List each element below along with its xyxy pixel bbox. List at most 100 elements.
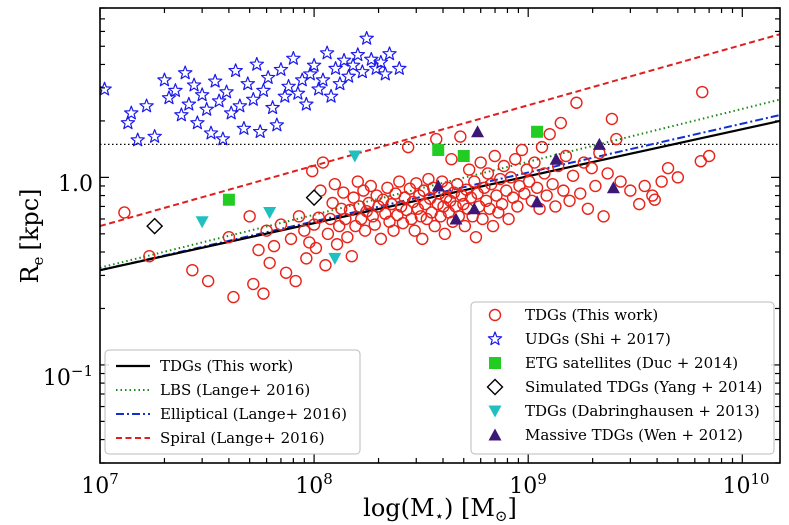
point-s0-150 bbox=[549, 200, 562, 213]
point-s5-0 bbox=[431, 179, 445, 192]
point-s0-105 bbox=[457, 197, 470, 211]
fit-line-3 bbox=[100, 33, 780, 228]
point-s0-177 bbox=[638, 179, 651, 193]
point-s0-7 bbox=[247, 277, 260, 291]
point-s0-18 bbox=[298, 224, 311, 237]
point-s0-179 bbox=[671, 171, 685, 184]
point-s0-176 bbox=[702, 149, 716, 163]
point-s0-169 bbox=[624, 184, 637, 197]
point-s0-168 bbox=[614, 175, 627, 188]
point-s2-1 bbox=[432, 143, 445, 156]
point-s0-70 bbox=[405, 212, 418, 226]
legend-marker-label-4: TDGs (Dabringhausen + 2013) bbox=[525, 402, 760, 420]
point-s0-39 bbox=[345, 249, 359, 263]
point-s1-54 bbox=[364, 51, 379, 66]
point-s0-27 bbox=[319, 259, 332, 272]
point-s1-32 bbox=[269, 117, 285, 132]
point-s0-21 bbox=[306, 164, 319, 178]
point-s0-126 bbox=[492, 206, 505, 219]
point-s1-33 bbox=[273, 62, 289, 76]
point-s1-36 bbox=[286, 50, 301, 65]
point-s0-134 bbox=[509, 153, 522, 166]
point-s3-1 bbox=[305, 189, 323, 207]
point-s0-46 bbox=[358, 224, 372, 237]
series-3 bbox=[146, 189, 323, 235]
point-s1-25 bbox=[240, 76, 256, 91]
point-s5-7 bbox=[606, 181, 620, 194]
point-s0-19 bbox=[300, 252, 313, 265]
point-s1-53 bbox=[359, 30, 374, 45]
point-s1-8 bbox=[168, 83, 183, 97]
point-s1-39 bbox=[299, 96, 314, 111]
point-s0-110 bbox=[464, 191, 478, 204]
point-s1-0 bbox=[100, 81, 112, 96]
legend-marker-label-3: Simulated TDGs (Yang + 2014) bbox=[525, 378, 762, 396]
point-s1-55 bbox=[368, 61, 384, 75]
legend-marker-swatch-5 bbox=[488, 428, 502, 441]
point-s1-40 bbox=[303, 66, 318, 81]
point-s1-29 bbox=[256, 83, 271, 97]
point-s0-143 bbox=[530, 181, 544, 194]
point-s0-11 bbox=[263, 256, 276, 270]
point-s4-0 bbox=[195, 216, 209, 229]
point-s0-23 bbox=[309, 241, 323, 255]
legend-marker-swatch-0 bbox=[488, 308, 502, 322]
point-s1-23 bbox=[232, 98, 248, 113]
point-s0-37 bbox=[341, 230, 354, 244]
point-s1-51 bbox=[350, 47, 366, 62]
point-s0-85 bbox=[428, 219, 441, 233]
point-s4-1 bbox=[263, 206, 277, 219]
point-s0-13 bbox=[274, 218, 288, 231]
point-s1-16 bbox=[203, 125, 219, 140]
point-s0-155 bbox=[563, 194, 576, 208]
point-s1-42 bbox=[311, 81, 326, 96]
point-s1-52 bbox=[355, 64, 370, 79]
legend-marker-shape-1 bbox=[487, 331, 503, 346]
point-s0-154 bbox=[559, 149, 573, 163]
point-s0-145 bbox=[535, 140, 549, 154]
x-tick-label-1e9: 109 bbox=[509, 470, 547, 499]
point-s0-4 bbox=[222, 230, 236, 244]
point-s1-57 bbox=[378, 66, 393, 81]
point-s0-164 bbox=[597, 210, 610, 223]
point-s5-6 bbox=[592, 137, 606, 150]
point-s1-6 bbox=[157, 72, 172, 87]
point-s1-26 bbox=[246, 91, 261, 106]
point-s1-7 bbox=[161, 90, 177, 105]
point-s0-10 bbox=[260, 224, 273, 237]
point-s0-106 bbox=[458, 219, 472, 233]
point-s0-16 bbox=[289, 274, 302, 288]
point-s0-32 bbox=[330, 238, 344, 251]
point-s0-122 bbox=[485, 177, 498, 191]
point-s0-54 bbox=[374, 232, 388, 246]
point-s0-40 bbox=[347, 191, 360, 204]
point-s0-162 bbox=[589, 179, 602, 193]
point-s0-112 bbox=[468, 175, 481, 188]
point-s1-59 bbox=[392, 61, 407, 75]
point-s0-72 bbox=[408, 224, 421, 237]
legend-line-label-3: Spiral (Lange+ 2016) bbox=[160, 429, 325, 447]
point-s0-15 bbox=[284, 232, 298, 246]
point-s0-6 bbox=[243, 210, 256, 223]
point-s1-41 bbox=[306, 57, 322, 72]
point-s0-33 bbox=[333, 219, 346, 233]
point-s0-173 bbox=[661, 161, 675, 175]
point-s0-167 bbox=[610, 132, 623, 146]
point-s1-22 bbox=[228, 63, 243, 78]
point-s1-12 bbox=[186, 77, 202, 92]
legend-marker-shape-5 bbox=[488, 428, 502, 441]
point-s1-31 bbox=[265, 100, 280, 115]
point-s5-2 bbox=[467, 202, 481, 215]
point-s0-166 bbox=[605, 112, 619, 126]
point-s1-17 bbox=[207, 73, 223, 88]
point-s0-132 bbox=[504, 171, 518, 184]
fit-line-0 bbox=[100, 119, 780, 272]
point-s0-8 bbox=[252, 243, 265, 257]
point-s0-165 bbox=[601, 167, 614, 180]
point-s0-117 bbox=[476, 212, 489, 226]
point-s0-142 bbox=[528, 156, 541, 169]
legend-marker-swatch-4 bbox=[488, 405, 502, 418]
legend-marker-shape-2 bbox=[489, 357, 501, 369]
y-tick-label-1-0: 1.0 bbox=[58, 172, 93, 197]
